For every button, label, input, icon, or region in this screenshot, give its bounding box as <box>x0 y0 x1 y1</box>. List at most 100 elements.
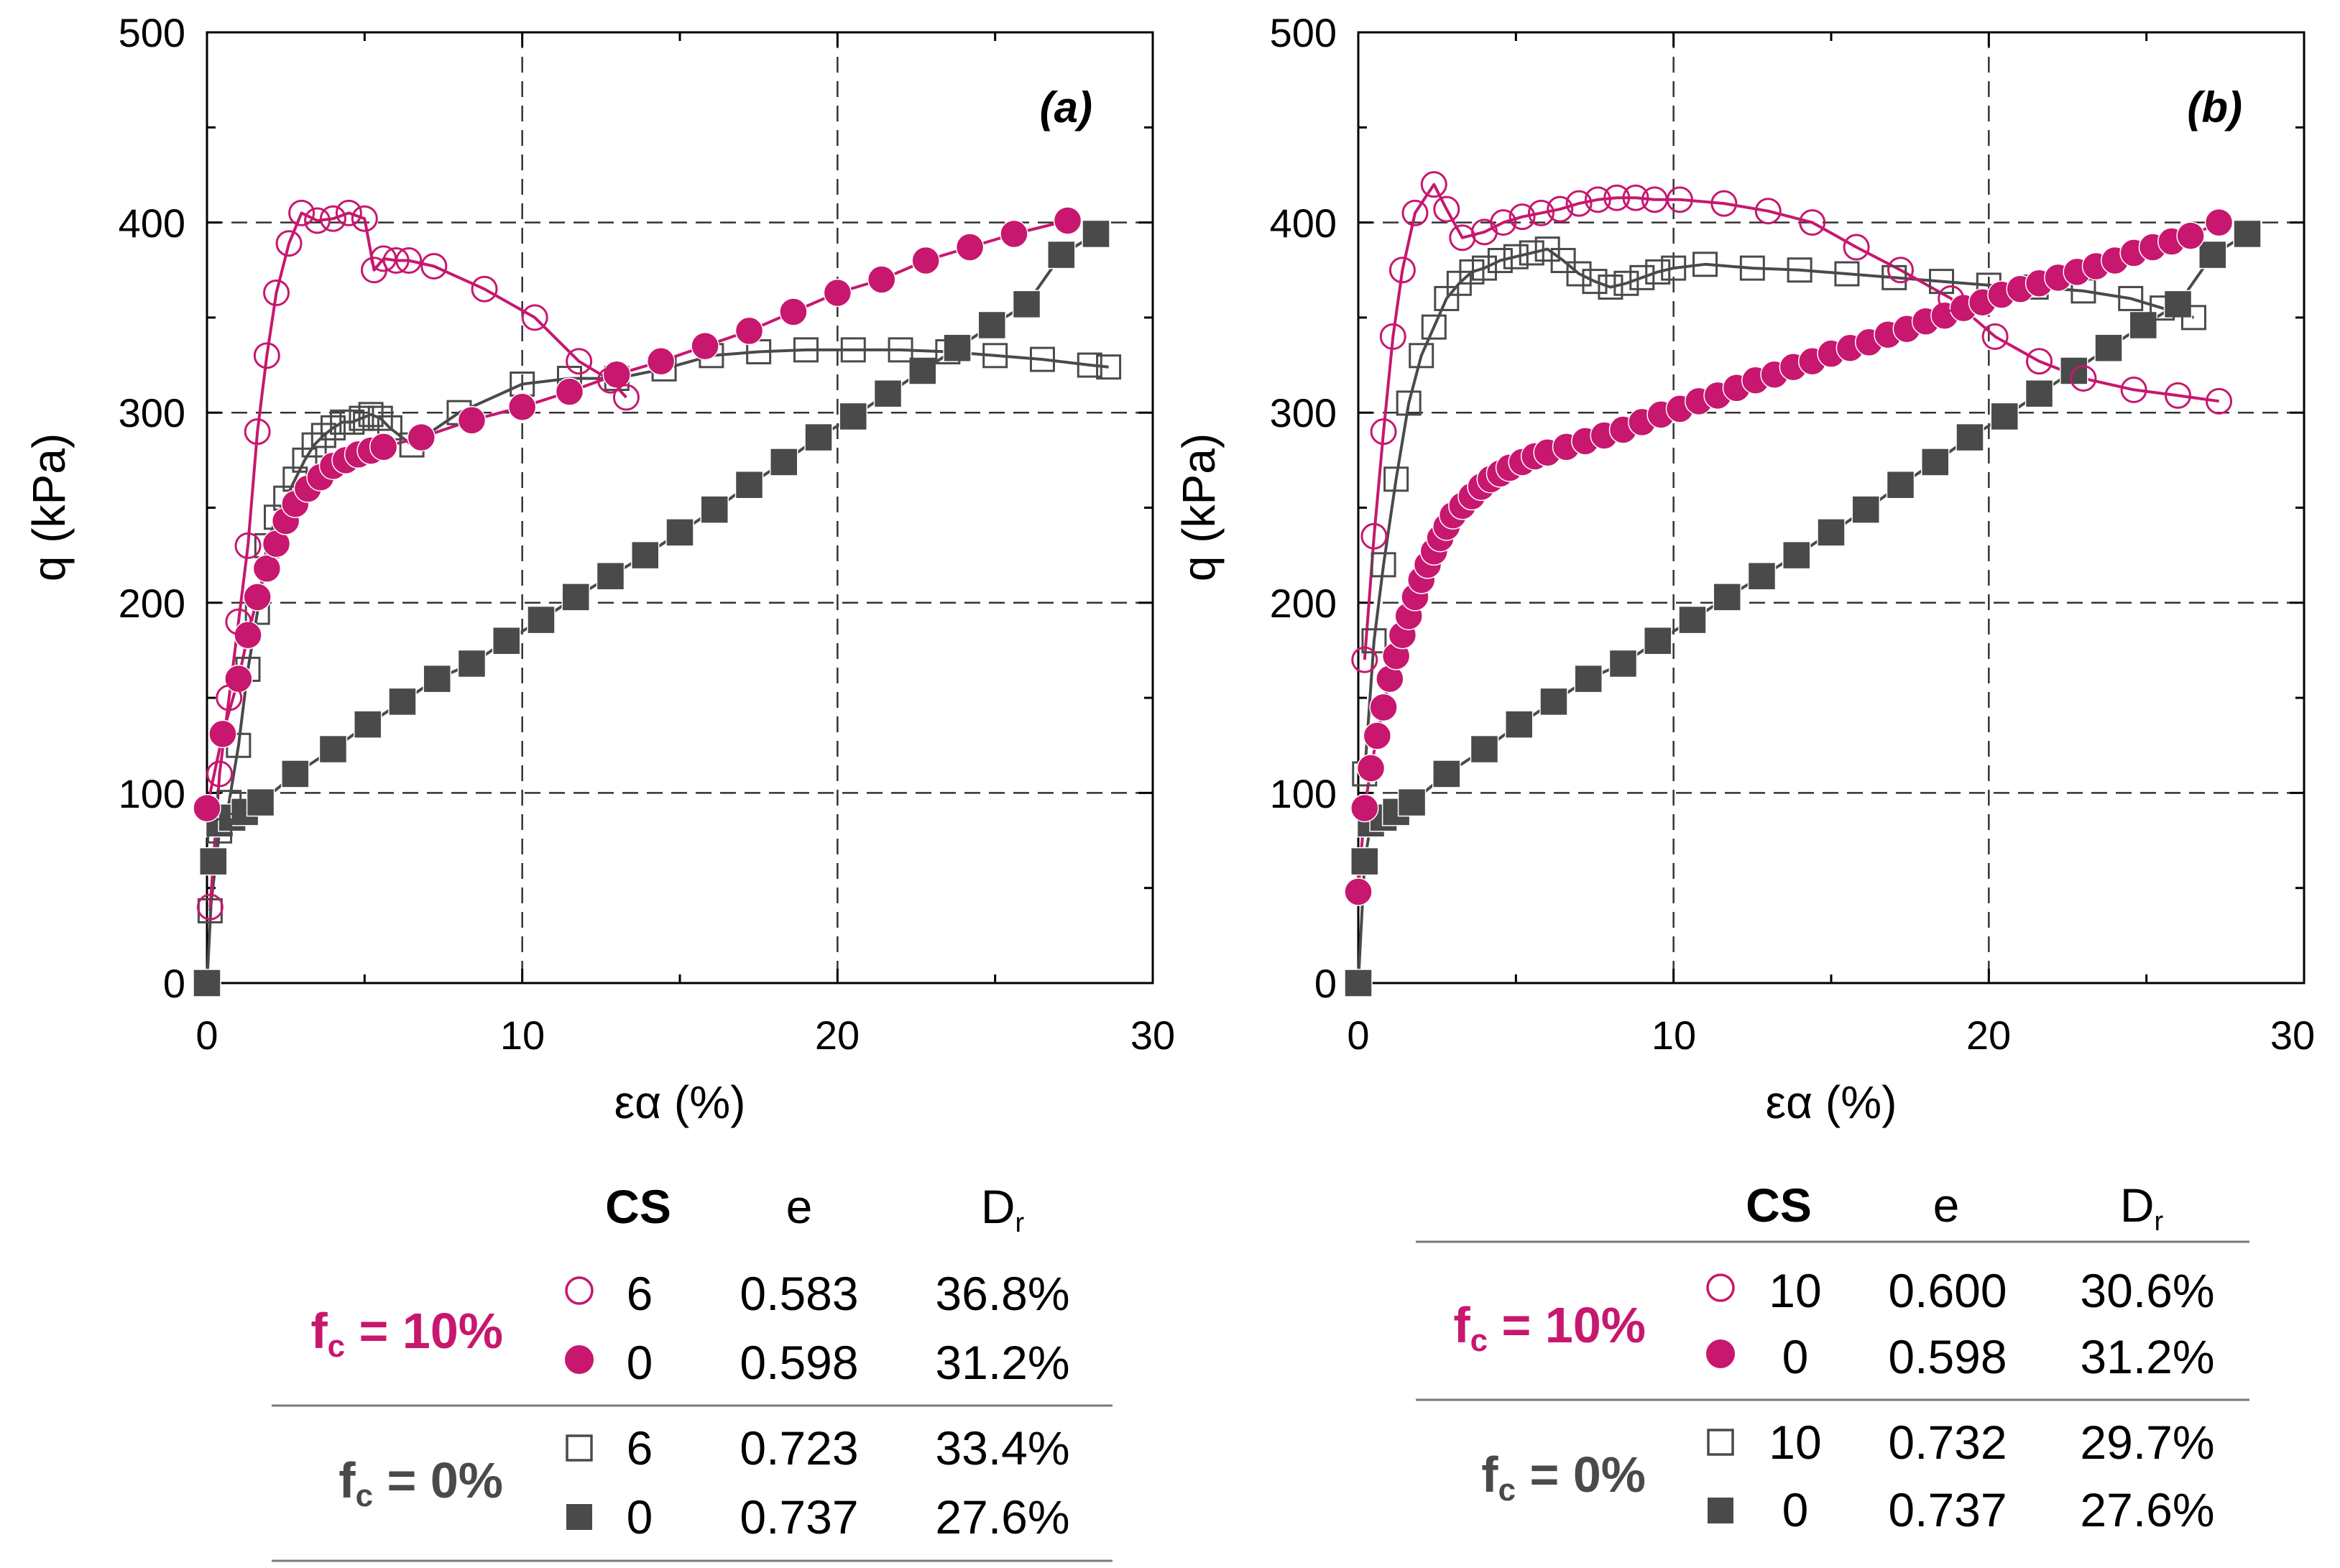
ytick-label-a-300: 300 <box>119 390 185 435</box>
data-point-filled-circle <box>1350 793 1379 823</box>
data-point-filled-square <box>1608 649 1638 678</box>
ytick-label-a-0: 0 <box>163 961 185 1006</box>
legend-a-row4-cs: 0 <box>627 1490 653 1544</box>
data-point-open-circle <box>382 247 410 275</box>
data-point-filled-square <box>1504 710 1534 739</box>
legend-b-row3-cs: 10 <box>1769 1416 1821 1469</box>
tick-marks-b <box>1357 31 2306 984</box>
data-point-open-square <box>301 432 327 458</box>
ytick-label-a-100: 100 <box>119 771 185 816</box>
data-point-filled-square <box>1817 518 1846 547</box>
data-point-filled-square <box>2233 219 2262 249</box>
data-point-open-circle <box>1622 184 1649 211</box>
legend-a-header-cs: CS <box>605 1180 671 1233</box>
data-point-open-square <box>310 423 336 448</box>
data-point-filled-square <box>388 687 417 716</box>
data-point-open-square <box>1383 466 1409 492</box>
data-point-filled-square <box>943 333 972 362</box>
data-point-filled-square <box>1921 448 1950 476</box>
panel-a: 0 100 200 300 400 500 0 10 20 30 q (kPa)… <box>23 10 1175 1128</box>
data-point-open-circle <box>275 230 303 257</box>
data-point-open-circle <box>2165 382 2192 409</box>
legend-b-marker-filled-circle <box>1706 1339 1735 1368</box>
data-point-open-square <box>1929 269 1955 295</box>
data-point-open-square <box>1629 264 1655 290</box>
data-point-filled-circle <box>646 347 676 376</box>
x-axis-label-b: εα (%) <box>1766 1076 1897 1128</box>
data-point-filled-square <box>1851 495 1881 524</box>
data-point-filled-square <box>1344 969 1373 997</box>
data-point-filled-square <box>700 495 729 524</box>
ytick-label-b-100: 100 <box>1270 771 1337 816</box>
data-point-open-circle <box>319 205 346 232</box>
legend-a-marker-filled-square <box>566 1504 592 1530</box>
legend-a-marker-open-square <box>566 1434 593 1462</box>
legend-a-row2-cs: 0 <box>627 1336 653 1389</box>
panel-b: 0 100 200 300 400 500 0 10 20 30 q (kPa)… <box>1173 10 2315 1128</box>
legend-b-row1-e: 0.600 <box>1888 1264 2007 1317</box>
data-point-open-circle <box>1666 186 1693 213</box>
data-point-open-circle <box>596 366 624 394</box>
data-point-open-circle <box>225 608 252 635</box>
xtick-label-b-0: 0 <box>1347 1013 1369 1058</box>
legend-b-row4-cs: 0 <box>1782 1483 1809 1536</box>
data-point-filled-circle <box>457 406 487 435</box>
legend-a-row3-cs: 6 <box>627 1421 653 1475</box>
xtick-label-b-20: 20 <box>1966 1013 2011 1058</box>
data-point-open-square <box>982 343 1008 369</box>
data-point-open-circle <box>1981 323 2009 350</box>
data-point-filled-square <box>1047 240 1076 269</box>
series-line-open-circle <box>1363 183 2219 660</box>
legend-b-header-dr-main: D <box>2120 1179 2155 1232</box>
xtick-label-a-0: 0 <box>195 1013 218 1058</box>
ytick-label-a-400: 400 <box>119 200 185 246</box>
data-point-filled-square <box>199 847 228 876</box>
legend-a-row1-e: 0.583 <box>740 1267 858 1320</box>
data-point-open-circle <box>1547 195 1574 223</box>
data-point-filled-square <box>1012 290 1041 319</box>
data-point-filled-circle <box>2204 208 2234 237</box>
data-point-open-square <box>1434 285 1460 311</box>
tick-marks-a <box>206 31 1154 984</box>
legend-b: CS e Dr fc = 10% 10 0.600 30.6% 0 0.598 … <box>1416 1179 2249 1536</box>
legend-b-group-fc0: fc = 0% <box>1481 1447 1646 1508</box>
data-point-filled-circle <box>208 719 237 749</box>
data-point-open-circle <box>304 207 331 234</box>
data-point-open-square <box>840 337 866 363</box>
legend-b-row1-cs: 10 <box>1769 1264 1821 1317</box>
data-point-open-square <box>888 337 913 363</box>
data-point-open-square <box>1613 270 1639 296</box>
data-point-open-circle <box>234 532 262 559</box>
ytick-label-b-300: 300 <box>1270 390 1337 435</box>
data-point-filled-circle <box>779 298 808 326</box>
data-point-filled-square <box>596 562 625 591</box>
data-point-filled-square <box>804 423 833 452</box>
data-point-filled-circle <box>507 392 537 422</box>
data-point-open-square <box>1834 261 1860 287</box>
legend-a-row2-dr: 31.2% <box>935 1336 1069 1389</box>
data-point-filled-circle <box>369 433 398 461</box>
data-point-open-square <box>1550 248 1576 274</box>
data-point-filled-square <box>770 448 798 476</box>
legend-a-group-fc10: fc = 10% <box>310 1303 503 1364</box>
data-point-filled-square <box>1539 687 1568 716</box>
data-point-filled-circle <box>252 554 282 583</box>
data-point-filled-square <box>873 379 903 408</box>
data-point-open-circle <box>1843 234 1870 261</box>
panel-label-b: (b) <box>2187 83 2242 132</box>
legend-a-row1-cs: 6 <box>627 1267 653 1320</box>
legend-a-row4-e: 0.737 <box>740 1490 858 1544</box>
legend-b-row4-e: 0.737 <box>1888 1483 2007 1536</box>
data-point-open-square <box>2118 285 2144 311</box>
legend-b-header-cs: CS <box>1746 1179 1812 1232</box>
data-point-open-circle <box>395 247 423 275</box>
data-point-open-circle <box>335 199 362 226</box>
data-point-filled-circle <box>1356 754 1386 783</box>
data-point-filled-square <box>1470 734 1499 764</box>
data-point-filled-circle <box>1369 693 1398 722</box>
data-point-filled-square <box>457 649 487 678</box>
data-point-filled-circle <box>823 278 852 308</box>
series-b <box>1344 171 2262 997</box>
data-point-open-circle <box>1508 203 1536 231</box>
data-point-filled-square <box>1747 562 1777 591</box>
